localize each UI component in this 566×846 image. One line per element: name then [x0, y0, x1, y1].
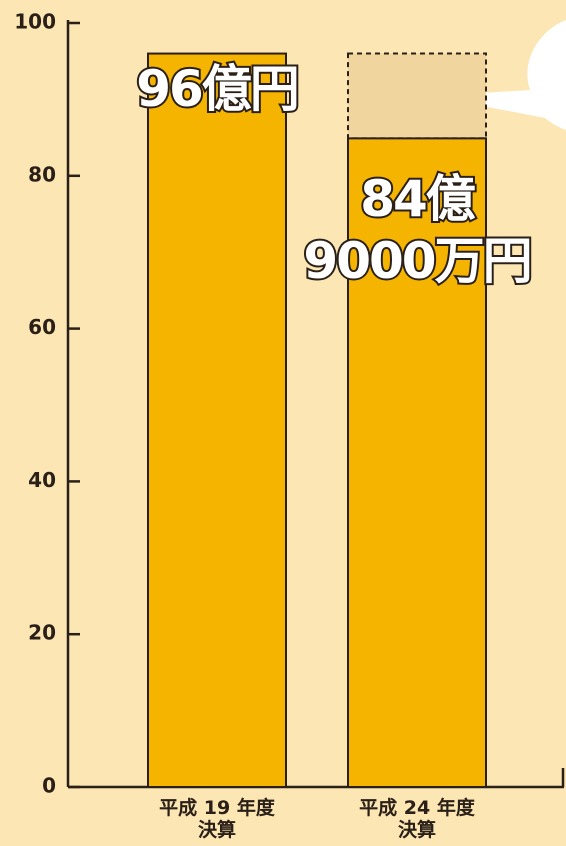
y-tick-label: 0	[42, 774, 56, 798]
y-tick-label: 40	[28, 468, 56, 492]
y-tick-label: 100	[14, 10, 56, 34]
bar	[147, 52, 287, 789]
y-tick-label: 60	[28, 315, 56, 339]
y-tick-label: 80	[28, 162, 56, 186]
difference-box	[347, 52, 487, 140]
x-tick-label: 平成 24 年度 決算	[359, 797, 475, 841]
value-label: 84億 9000万円	[301, 168, 534, 292]
bar	[347, 137, 487, 788]
value-label: 96億円	[134, 58, 302, 120]
y-tick-label: 20	[28, 621, 56, 645]
x-tick-label: 平成 19 年度 決算	[159, 797, 275, 841]
